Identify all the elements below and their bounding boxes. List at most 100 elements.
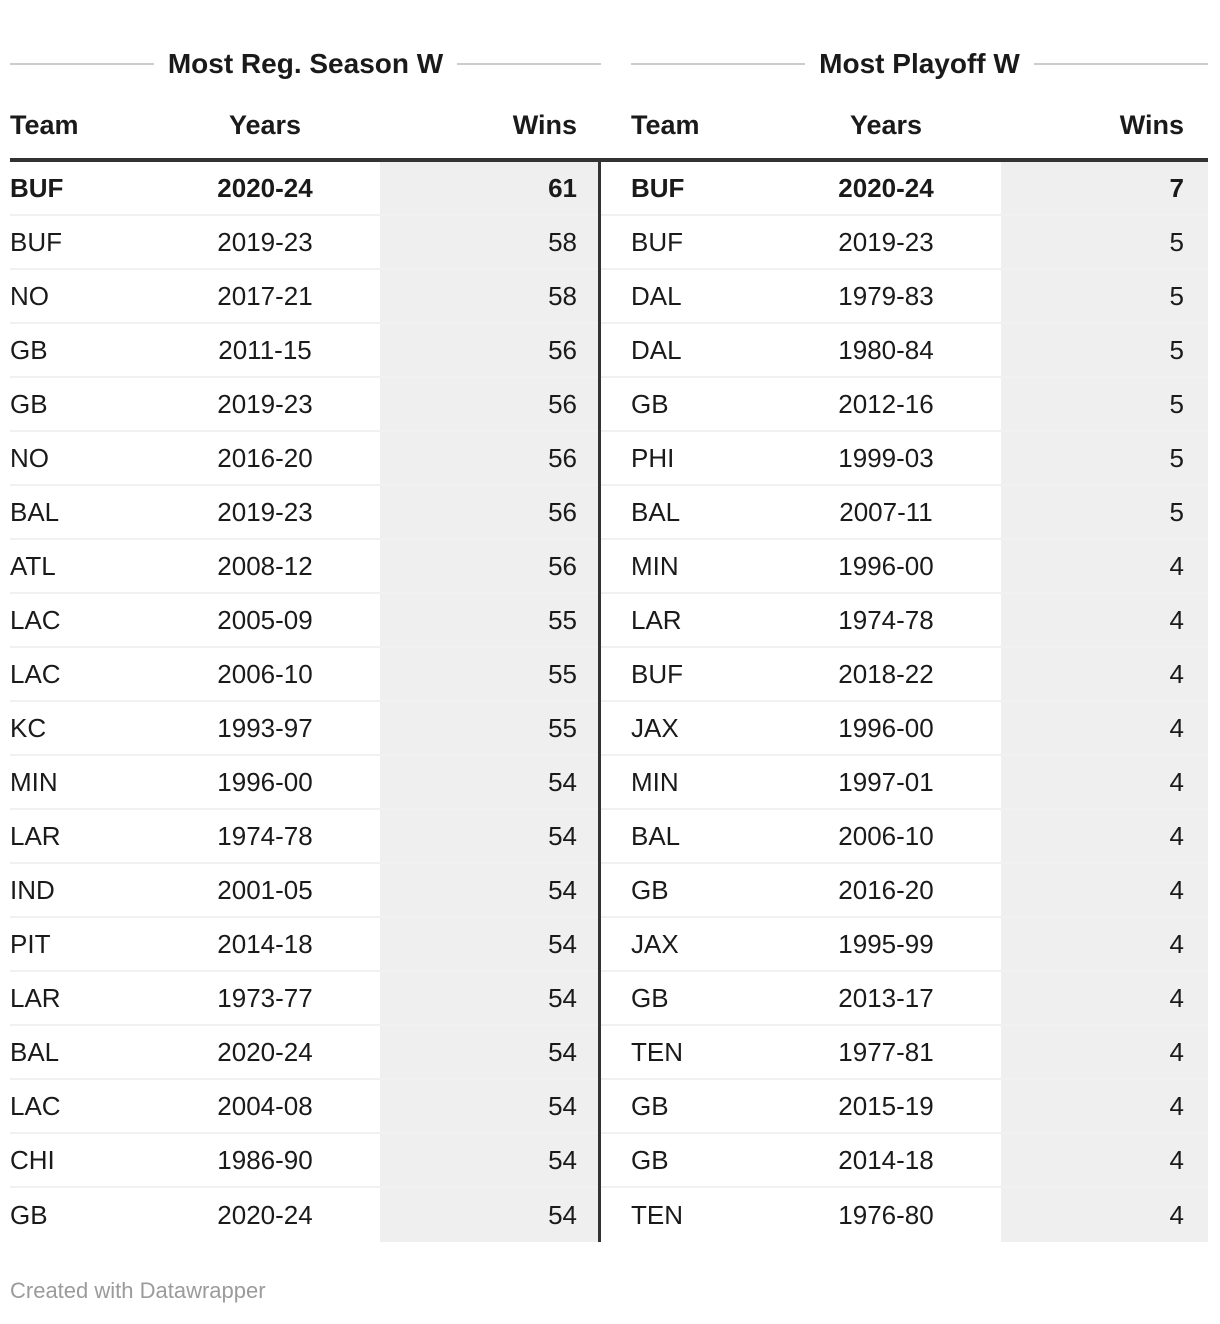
- cell-team: BUF: [631, 172, 685, 203]
- cell-wins: 54: [380, 972, 601, 1024]
- cell-years: 2016-20: [838, 874, 934, 905]
- cell-team: BUF: [631, 226, 683, 257]
- cell-years: 2001-05: [217, 874, 313, 905]
- table-row: GB 2011-15 56 DAL 1980-84 5: [10, 324, 1208, 378]
- cell-wins: 4: [1001, 702, 1208, 754]
- cell-team: LAC: [10, 1090, 61, 1121]
- cell-team: BAL: [631, 496, 681, 527]
- cell-wins: 56: [380, 378, 601, 430]
- cell-wins: 56: [380, 432, 601, 484]
- table-row: LAR 1974-78 54 BAL 2006-10 4: [10, 810, 1208, 864]
- footer: Created with Datawrapper: [10, 1278, 1208, 1304]
- cell-wins: 61: [380, 162, 601, 214]
- cell-team: MIN: [631, 550, 679, 581]
- cell-wins: 56: [380, 324, 601, 376]
- column-header-team: Team: [10, 110, 79, 140]
- cell-wins: 5: [1001, 432, 1208, 484]
- cell-team: KC: [10, 712, 47, 743]
- cell-wins: 58: [380, 216, 601, 268]
- cell-years: 2019-23: [217, 226, 313, 257]
- cell-team: BUF: [631, 658, 683, 689]
- cell-years: 2020-24: [217, 172, 313, 203]
- cell-years: 2014-18: [217, 928, 313, 959]
- cell-years: 1993-97: [217, 712, 313, 743]
- table-row: NO 2017-21 58 DAL 1979-83 5: [10, 270, 1208, 324]
- cell-wins: 56: [380, 486, 601, 538]
- cell-wins: 4: [1001, 756, 1208, 808]
- cell-wins: 55: [380, 648, 601, 700]
- table-row: IND 2001-05 54 GB 2016-20 4: [10, 864, 1208, 918]
- cell-years: 1974-78: [838, 604, 934, 635]
- cell-wins: 5: [1001, 216, 1208, 268]
- cell-years: 2020-24: [217, 1036, 313, 1067]
- cell-wins: 54: [380, 1026, 601, 1078]
- cell-wins: 54: [380, 1080, 601, 1132]
- title-rule-left: [10, 63, 154, 65]
- group-title-row: Most Reg. Season W Most Playoff W: [10, 46, 1209, 82]
- cell-wins: 55: [380, 594, 601, 646]
- cell-team: NO: [10, 442, 49, 473]
- cell-team: DAL: [631, 280, 682, 311]
- cell-wins: 54: [380, 918, 601, 970]
- cell-years: 2004-08: [217, 1090, 313, 1121]
- table-row: GB 2019-23 56 GB 2012-16 5: [10, 378, 1208, 432]
- column-header-team: Team: [631, 110, 700, 140]
- table-row: CHI 1986-90 54 GB 2014-18 4: [10, 1134, 1208, 1188]
- cell-team: JAX: [631, 928, 679, 959]
- cell-team: TEN: [631, 1199, 683, 1230]
- cell-team: CHI: [10, 1144, 55, 1175]
- table-row: NO 2016-20 56 PHI 1999-03 5: [10, 432, 1208, 486]
- table-row: KC 1993-97 55 JAX 1996-00 4: [10, 702, 1208, 756]
- cell-years: 1996-00: [838, 550, 934, 581]
- column-header-row: Team Years Wins Team Years Wins: [10, 82, 1208, 162]
- cell-wins: 4: [1001, 972, 1208, 1024]
- cell-wins: 4: [1001, 810, 1208, 862]
- cell-wins: 4: [1001, 540, 1208, 592]
- group-title-text: Most Playoff W: [819, 48, 1020, 79]
- cell-years: 1996-00: [838, 712, 934, 743]
- cell-team: LAC: [10, 658, 61, 689]
- cell-team: TEN: [631, 1036, 683, 1067]
- cell-team: GB: [10, 388, 48, 419]
- cell-team: GB: [10, 334, 48, 365]
- cell-wins: 5: [1001, 324, 1208, 376]
- table-row: BUF 2020-24 61 BUF 2020-24 7: [10, 162, 1208, 216]
- cell-team: MIN: [631, 766, 679, 797]
- cell-years: 1995-99: [838, 928, 934, 959]
- cell-team: ATL: [10, 550, 56, 581]
- cell-team: LAR: [10, 982, 61, 1013]
- cell-team: MIN: [10, 766, 58, 797]
- table-row: BUF 2019-23 58 BUF 2019-23 5: [10, 216, 1208, 270]
- cell-wins: 5: [1001, 486, 1208, 538]
- cell-wins: 54: [380, 1188, 601, 1242]
- table-row: LAC 2006-10 55 BUF 2018-22 4: [10, 648, 1208, 702]
- cell-team: JAX: [631, 712, 679, 743]
- cell-wins: 4: [1001, 1080, 1208, 1132]
- group-title-text: Most Reg. Season W: [167, 48, 444, 79]
- table-row: LAC 2005-09 55 LAR 1974-78 4: [10, 594, 1208, 648]
- cell-team: BUF: [10, 226, 62, 257]
- cell-years: 1973-77: [217, 982, 313, 1013]
- cell-years: 1977-81: [838, 1036, 934, 1067]
- cell-years: 2005-09: [217, 604, 313, 635]
- cell-team: LAR: [10, 820, 61, 851]
- cell-years: 2019-23: [838, 226, 934, 257]
- cell-wins: 4: [1001, 1026, 1208, 1078]
- table-row: MIN 1996-00 54 MIN 1997-01 4: [10, 756, 1208, 810]
- cell-years: 2006-10: [838, 820, 934, 851]
- datawrapper-credit-link[interactable]: Created with Datawrapper: [10, 1278, 266, 1303]
- cell-years: 2016-20: [217, 442, 313, 473]
- column-header-years: Years: [228, 110, 302, 140]
- title-rule-left: [631, 63, 806, 65]
- group-title-reg-season: Most Reg. Season W: [10, 46, 601, 82]
- cell-wins: 7: [1001, 162, 1208, 214]
- cell-wins: 4: [1001, 918, 1208, 970]
- cell-wins: 4: [1001, 648, 1208, 700]
- cell-wins: 4: [1001, 1188, 1208, 1242]
- cell-years: 2020-24: [217, 1199, 313, 1230]
- cell-years: 2015-19: [838, 1090, 934, 1121]
- cell-years: 1979-83: [838, 280, 934, 311]
- cell-wins: 5: [1001, 378, 1208, 430]
- cell-years: 2012-16: [838, 388, 934, 419]
- cell-years: 1996-00: [217, 766, 313, 797]
